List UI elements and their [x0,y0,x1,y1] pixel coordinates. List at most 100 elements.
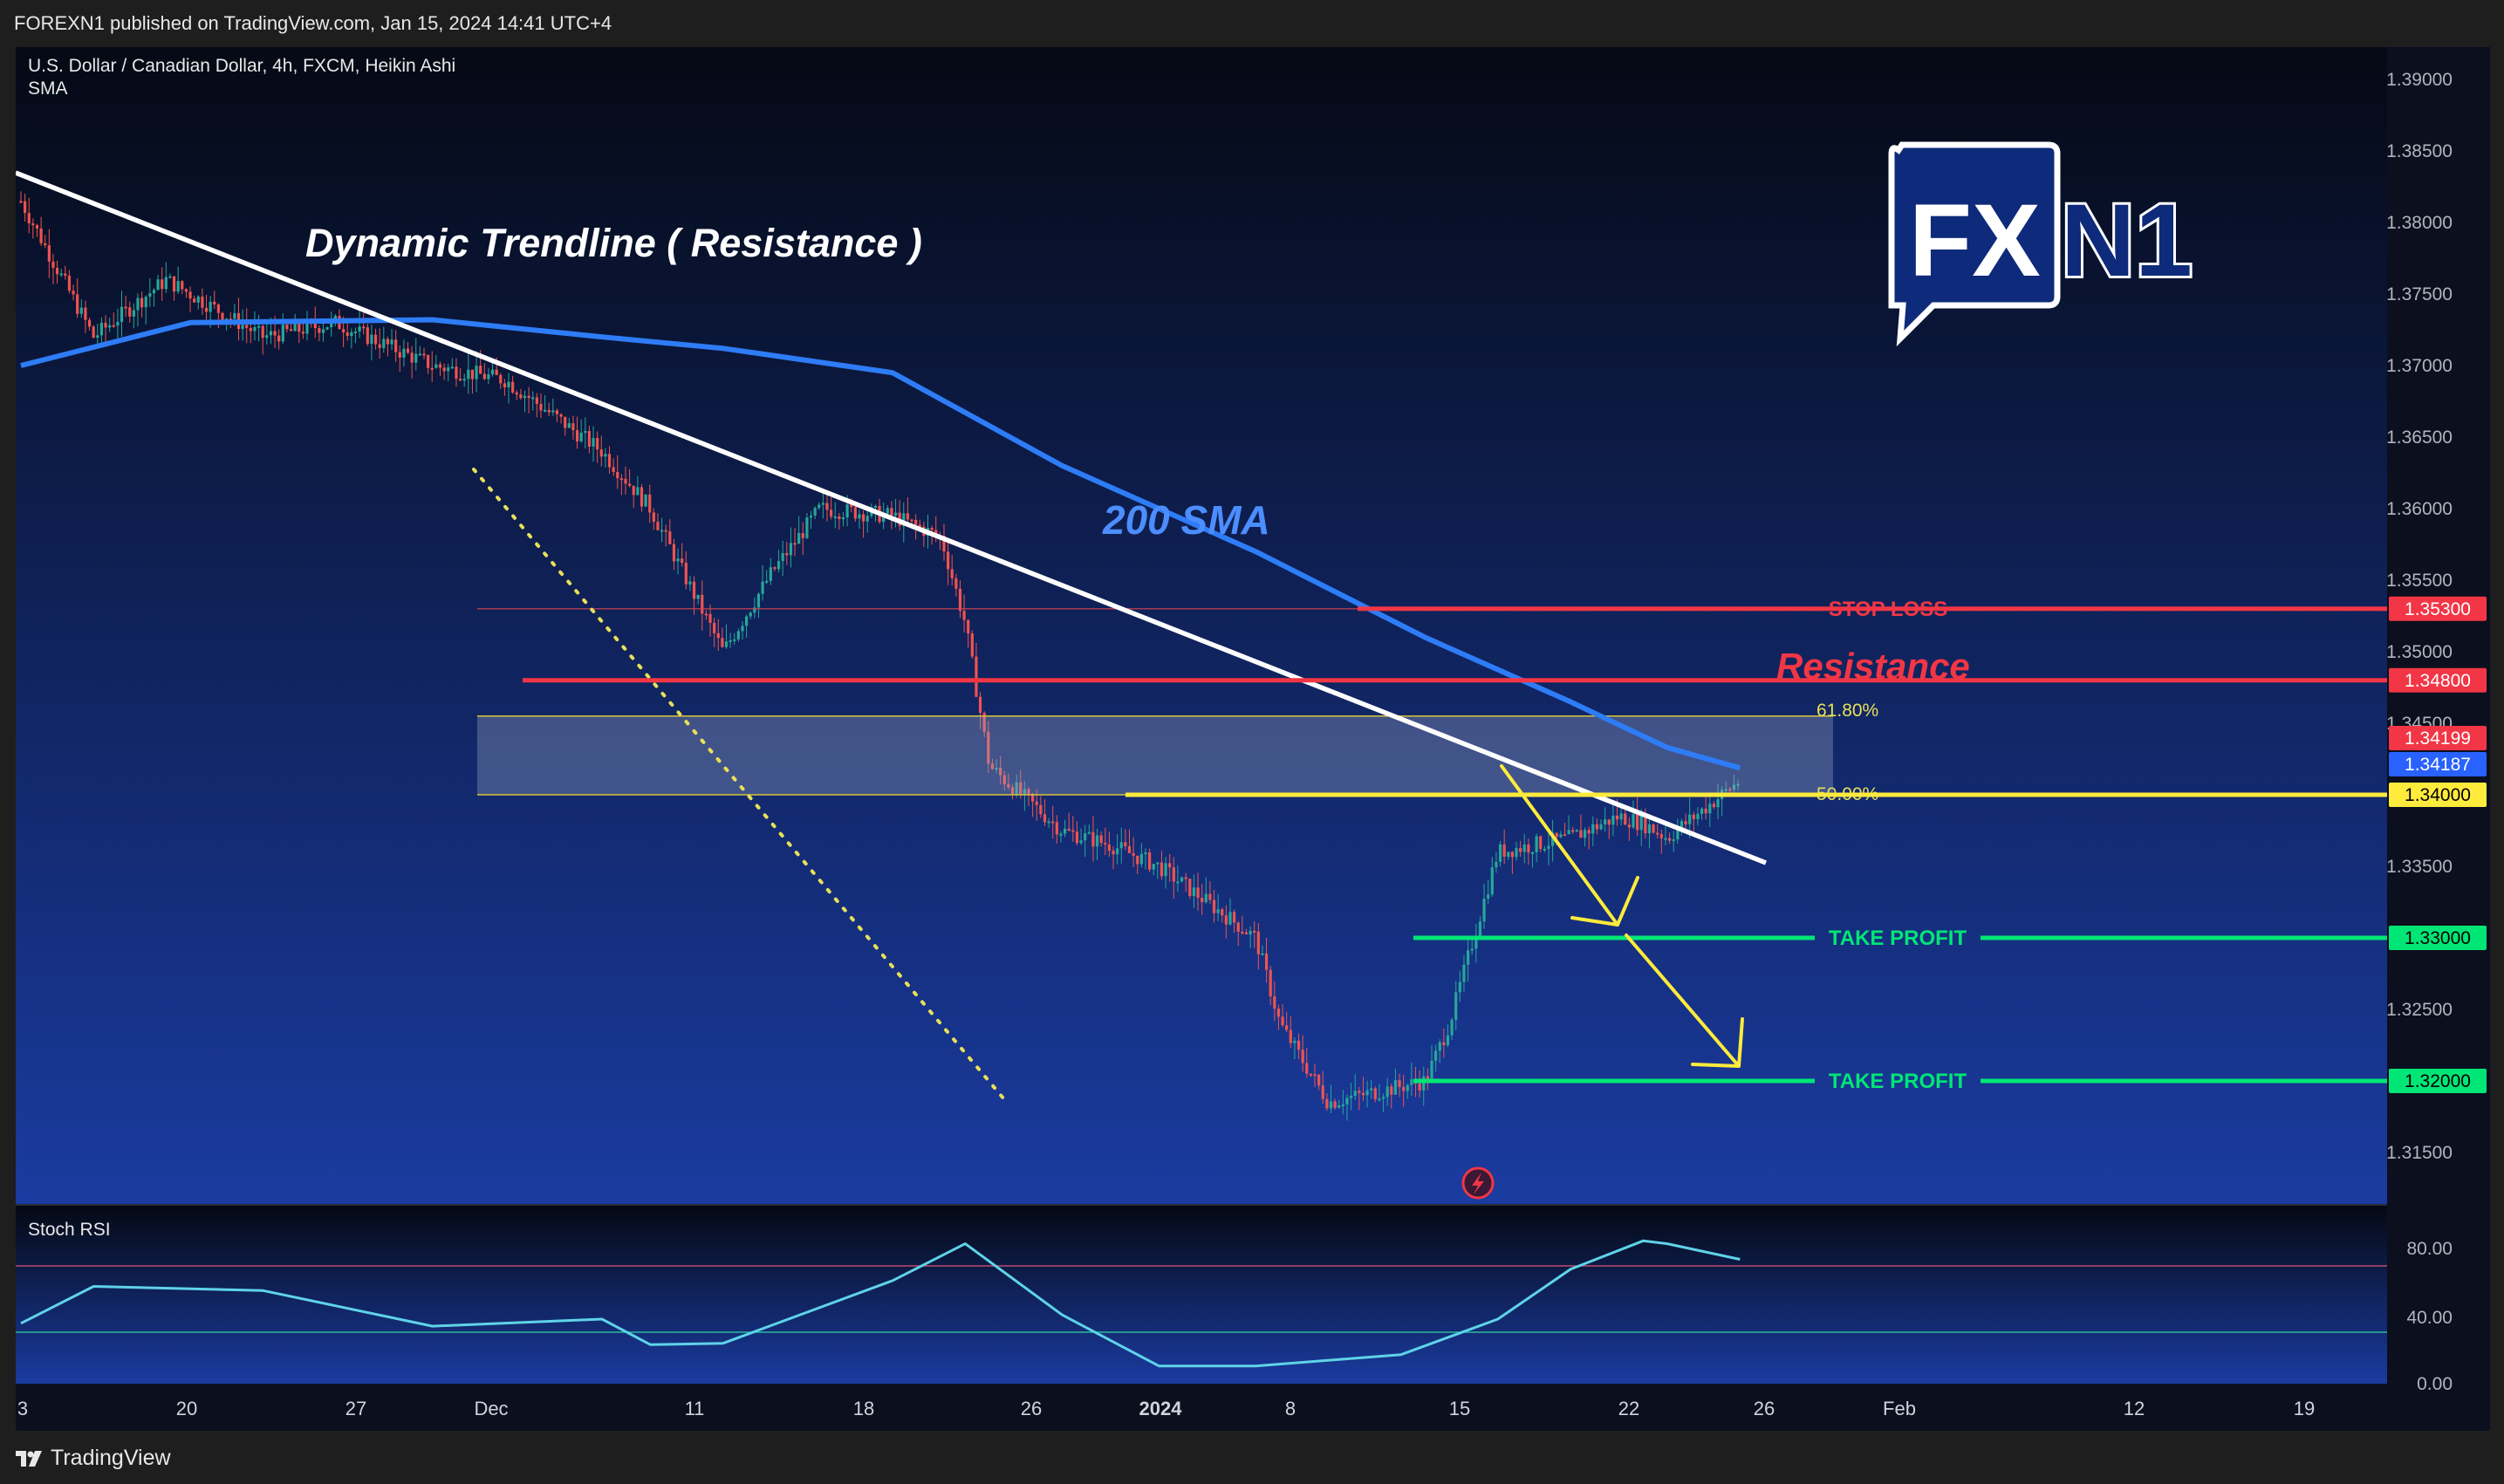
candle-body [1019,782,1023,795]
candle-body [148,293,152,297]
candle-body [79,307,83,314]
candle-body [664,530,667,532]
candle-body [1575,830,1578,832]
candle-body [1470,948,1474,951]
candle-body [1708,804,1712,814]
resistance-annotation[interactable]: Resistance [1776,646,1970,687]
x-tick-label: 19 [2294,1398,2315,1419]
candle-body [1659,834,1663,838]
candle-body [1293,1040,1296,1043]
trendline-annotation[interactable]: Dynamic Trendline ( Resistance ) [305,221,922,265]
price-tag-bg [2389,783,2487,807]
candle-body [1442,1042,1446,1046]
candle-body [1144,852,1147,855]
candle-body [257,325,261,328]
candle-body [507,381,510,388]
sma-annotation[interactable]: 200 SMA [1102,497,1270,543]
candle-body [1132,852,1135,856]
time-scale-bg[interactable] [16,1384,2387,1431]
candle-body [672,544,676,562]
price-tag-label: 1.35300 [2405,599,2471,619]
candle-body [1680,821,1684,830]
candle-body [362,326,366,329]
x-tick-label: 26 [1754,1398,1775,1419]
candle-body [990,763,995,769]
candle-body [813,508,817,516]
fib-zone[interactable] [477,715,1833,795]
candle-body [547,409,551,413]
candle-body [1704,808,1707,814]
lightning-icon[interactable] [1461,1166,1495,1200]
candle-body [624,478,627,484]
rsi-tick-label: 80.00 [2406,1239,2453,1259]
candle-body [967,619,970,634]
candle-body [398,352,401,358]
candle-body [1434,1050,1438,1061]
candle-body [696,594,700,599]
candle-body [1530,851,1535,854]
stoch-rsi-line[interactable] [20,1239,1741,1368]
candle-body [741,626,744,632]
symbol-legend[interactable]: U.S. Dollar / Canadian Dollar, 4h, FXCM,… [28,56,455,76]
candle-body [1676,829,1680,840]
y-tick-label: 1.38500 [2386,141,2453,161]
y-tick-label: 1.37000 [2386,356,2453,376]
candle-body [1119,842,1123,849]
candle-body [1107,845,1111,851]
candle-body [934,530,938,536]
dynamic-trendline[interactable] [16,170,1768,865]
candle-body [830,509,833,517]
y-tick-label: 1.33500 [2386,857,2453,877]
candle-body [1636,814,1639,831]
candle-body [999,768,1002,776]
dotted-trendline[interactable] [472,468,1010,1106]
x-tick-label: 3 [17,1398,28,1419]
price-axis: 1.39000 1.38500 1.38000 1.37500 1.37000 1.365… [2386,70,2453,1163]
candle-body [841,517,845,520]
take-profit-1-label: TAKE PROFIT [1829,927,1967,950]
sma-legend[interactable]: SMA [28,79,68,99]
candle-body [1555,832,1558,838]
candle-body [1490,867,1494,895]
candle-body [1458,981,1461,993]
candle-body [648,494,652,513]
candle-body [704,613,708,616]
candle-body [575,430,579,441]
projection-arrow-2[interactable] [1625,933,1744,1068]
candle-body [1127,845,1132,853]
candle-body [422,353,426,356]
pane-divider[interactable] [16,1204,2387,1206]
x-tick-label: 26 [1021,1398,1042,1419]
candle-body [1712,804,1715,808]
candle-body [285,325,289,330]
candle-body [914,519,918,525]
candle-body [612,467,615,472]
candle-body [55,268,59,275]
candle-body [632,485,635,496]
tradingview-brand[interactable]: TradingView [16,1446,171,1471]
candle-body [833,516,837,518]
candle-body [72,291,75,295]
candle-body [1515,848,1518,858]
candle-body [818,504,821,509]
candle-body [216,304,220,313]
x-tick-label: 20 [176,1398,197,1419]
projection-arrow-1[interactable] [1500,764,1639,927]
candle-body [592,438,595,447]
stoch-rsi-legend[interactable]: Stoch RSI [28,1220,111,1240]
candle-body [1430,1060,1433,1080]
candle-body [19,201,23,203]
candle-body [962,611,966,620]
candle-body [382,339,386,348]
y-tick-label: 1.36000 [2386,499,2453,519]
candle-body [1482,899,1486,922]
candle-body [213,301,216,304]
candle-body [318,328,321,333]
candle-body [92,326,95,339]
candle-body [1051,821,1055,824]
candle-body [261,325,264,339]
candle-body [289,329,293,332]
candle-body [1139,853,1143,865]
